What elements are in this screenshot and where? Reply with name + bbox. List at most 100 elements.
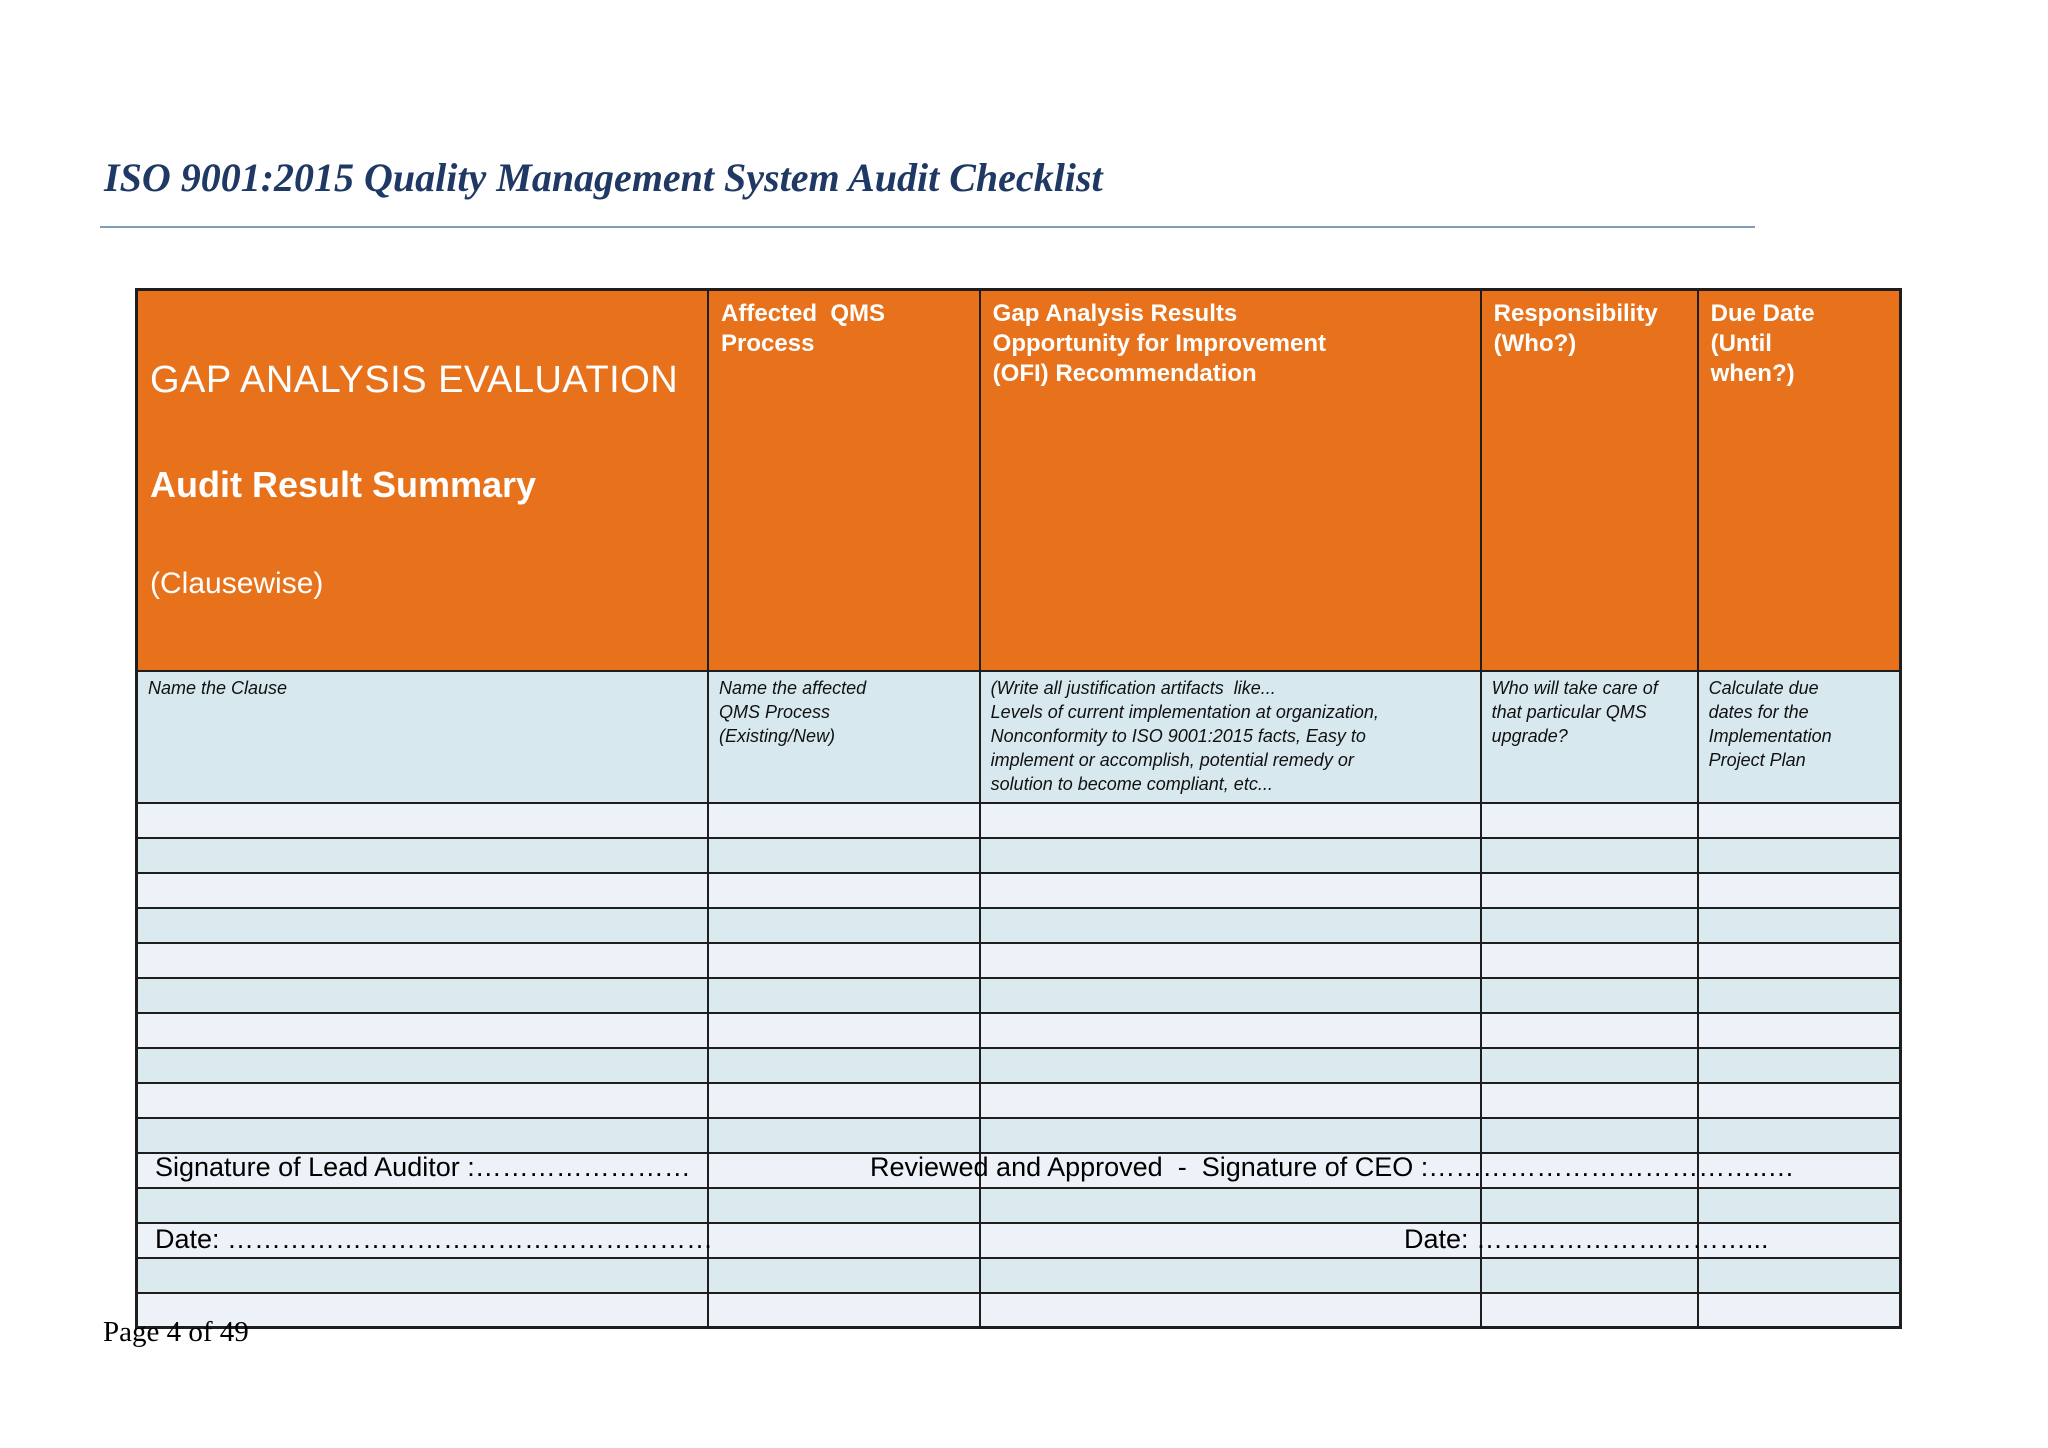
empty-cell [707, 871, 981, 909]
header-clausewise: (Clausewise) [150, 566, 324, 600]
header-affected-qms-process: Affected QMS Process [707, 288, 981, 672]
empty-cell [1696, 1221, 1902, 1259]
header-gap-analysis-evaluation: GAP ANALYSIS EVALUATION Audit Result Sum… [135, 288, 710, 672]
signature-ceo-label: Reviewed and Approved - Signature of CEO… [870, 1152, 1795, 1182]
empty-cell [135, 1256, 710, 1294]
empty-cell [135, 1081, 710, 1119]
empty-row [135, 801, 1902, 839]
empty-cell [707, 1291, 981, 1329]
empty-cell [1696, 1186, 1902, 1224]
empty-cell [135, 1011, 710, 1049]
empty-cell [978, 1291, 1482, 1329]
empty-rows [135, 801, 1902, 1329]
empty-cell [1479, 1256, 1699, 1294]
empty-cell [707, 1116, 981, 1154]
empty-cell [707, 1186, 981, 1224]
date-lead-auditor-label: Date: ……………………………………………… [155, 1224, 714, 1254]
empty-cell [135, 1291, 710, 1329]
empty-cell [135, 801, 710, 839]
empty-cell [707, 836, 981, 874]
empty-cell [1696, 871, 1902, 909]
empty-cell [978, 836, 1482, 874]
empty-row [135, 1116, 1902, 1154]
empty-row [135, 1081, 1902, 1119]
empty-cell [1479, 1011, 1699, 1049]
empty-cell [707, 1151, 981, 1189]
empty-cell [135, 1046, 710, 1084]
empty-cell [1479, 836, 1699, 874]
empty-cell [135, 1221, 710, 1259]
empty-cell [135, 941, 710, 979]
empty-row [135, 1046, 1902, 1084]
empty-cell [1696, 941, 1902, 979]
empty-cell [707, 1011, 981, 1049]
empty-cell [707, 941, 981, 979]
header-gap-analysis-title: GAP ANALYSIS EVALUATION [150, 359, 679, 401]
empty-row [135, 836, 1902, 874]
description-responsibility: Who will take care of that particular QM… [1479, 669, 1699, 804]
signature-lead-auditor-label: Signature of Lead Auditor :…………………… [155, 1152, 691, 1182]
empty-cell [135, 1151, 710, 1189]
table-header-row: GAP ANALYSIS EVALUATION Audit Result Sum… [135, 288, 1902, 672]
empty-cell [707, 976, 981, 1014]
description-due-dates: Calculate due dates for the Implementati… [1696, 669, 1902, 804]
empty-row [135, 1186, 1902, 1224]
empty-cell [135, 871, 710, 909]
empty-cell [978, 1186, 1482, 1224]
empty-cell [135, 906, 710, 944]
empty-cell [1479, 801, 1699, 839]
page-title: ISO 9001:2015 Quality Management System … [104, 155, 1103, 200]
table-description-row: Name the Clause Name the affected QMS Pr… [135, 669, 1902, 804]
empty-row [135, 1291, 1902, 1329]
empty-row [135, 1256, 1902, 1294]
empty-cell [978, 1081, 1482, 1119]
empty-cell [135, 1186, 710, 1224]
empty-cell [1696, 1151, 1902, 1189]
date-ceo-label: Date: …………………………... [1404, 1224, 1769, 1254]
empty-cell [978, 941, 1482, 979]
empty-cell [1696, 1046, 1902, 1084]
empty-row [135, 941, 1902, 979]
empty-row [135, 906, 1902, 944]
empty-cell [1479, 871, 1699, 909]
empty-cell [1479, 1291, 1699, 1329]
empty-cell [1479, 941, 1699, 979]
header-audit-result-summary: Audit Result Summary [150, 463, 537, 505]
empty-row [135, 1221, 1902, 1259]
empty-cell [1479, 1221, 1699, 1259]
empty-cell [1696, 1291, 1902, 1329]
empty-cell [1696, 976, 1902, 1014]
empty-cell [707, 801, 981, 839]
page-number: Page 4 of 49 [103, 1316, 249, 1348]
empty-cell [707, 1046, 981, 1084]
empty-cell [1696, 1011, 1902, 1049]
empty-cell [707, 1221, 981, 1259]
empty-cell [978, 1221, 1482, 1259]
title-underline [100, 226, 1755, 228]
empty-cell [135, 976, 710, 1014]
empty-cell [135, 836, 710, 874]
gap-analysis-table: GAP ANALYSIS EVALUATION Audit Result Sum… [135, 288, 1902, 1330]
empty-row [135, 1151, 1902, 1189]
empty-cell [707, 1256, 981, 1294]
empty-row [135, 871, 1902, 909]
empty-cell [1696, 836, 1902, 874]
empty-cell [1696, 801, 1902, 839]
empty-row [135, 1011, 1902, 1049]
empty-cell [707, 1081, 981, 1119]
empty-cell [1479, 906, 1699, 944]
empty-cell [978, 1151, 1482, 1189]
empty-cell [978, 1116, 1482, 1154]
header-gap-analysis-results: Gap Analysis Results Opportunity for Imp… [978, 288, 1482, 672]
empty-cell [978, 1046, 1482, 1084]
empty-cell [978, 1011, 1482, 1049]
empty-cell [1479, 1046, 1699, 1084]
empty-cell [978, 801, 1482, 839]
empty-cell [135, 1116, 710, 1154]
empty-row [135, 976, 1902, 1014]
empty-cell [1479, 976, 1699, 1014]
empty-cell [978, 1256, 1482, 1294]
empty-cell [707, 906, 981, 944]
empty-cell [1479, 1186, 1699, 1224]
